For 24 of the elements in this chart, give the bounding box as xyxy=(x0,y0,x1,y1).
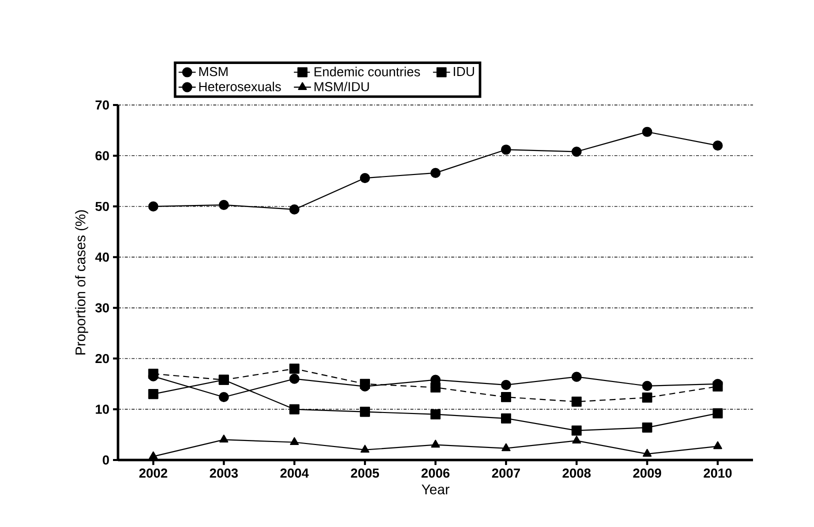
x-tick-label: 2005 xyxy=(350,468,380,478)
y-axis-title: Proportion of cases (%) xyxy=(75,210,88,354)
y-tick-label: 50 xyxy=(95,202,109,212)
x-tick-label: 2009 xyxy=(633,468,662,478)
legend-label: MSM/IDU xyxy=(314,82,369,92)
x-tick-label: 2004 xyxy=(280,468,309,478)
x-axis-title: Year xyxy=(422,484,450,494)
y-tick-label: 70 xyxy=(96,100,109,110)
y-tick-label: 30 xyxy=(95,303,109,312)
x-tick-label: 2008 xyxy=(562,468,591,478)
y-tick-label: 10 xyxy=(96,404,109,414)
legend-label: Endemic countries xyxy=(314,66,420,76)
y-tick-label: 20 xyxy=(95,354,109,364)
y-tick-label: 60 xyxy=(95,151,109,160)
legend-label: Heterosexuals xyxy=(199,82,281,92)
x-tick-label: 2007 xyxy=(492,468,520,478)
x-tick-label: 2003 xyxy=(210,468,238,478)
y-tick-label: 40 xyxy=(95,252,109,262)
x-tick-label: 2010 xyxy=(704,468,732,478)
x-tick-label: 2006 xyxy=(421,468,450,478)
y-tick-label: 0 xyxy=(102,455,109,465)
x-tick-label: 2002 xyxy=(139,468,168,478)
legend-label: MSM xyxy=(199,66,228,76)
legend-label: IDU xyxy=(454,67,474,76)
